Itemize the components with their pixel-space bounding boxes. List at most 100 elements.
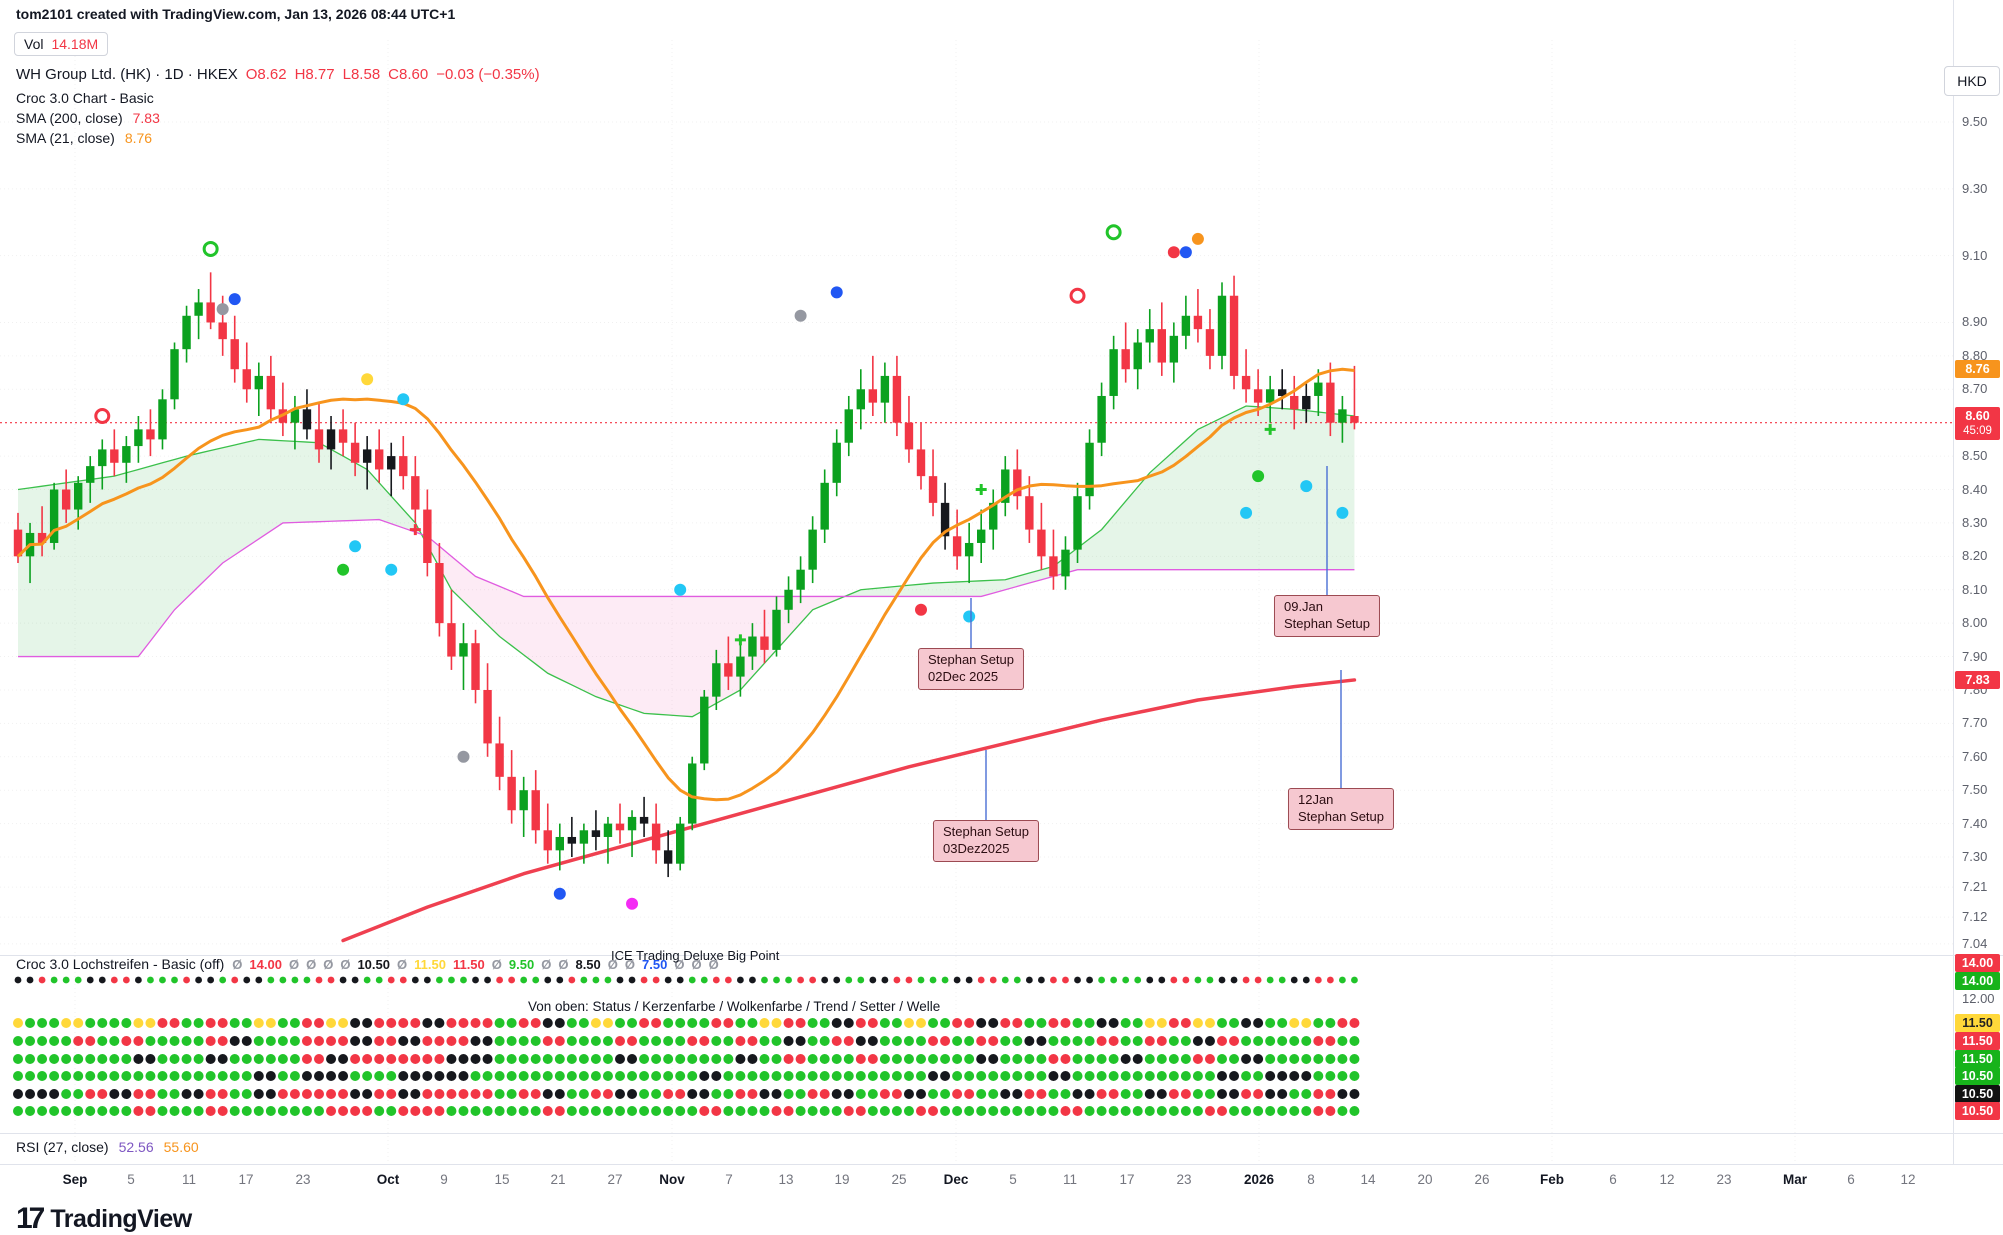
croc-token: Ø: [323, 957, 334, 972]
legend-croc-chart[interactable]: Croc 3.0 Chart - Basic: [16, 90, 154, 106]
time-axis-label: 17: [238, 1172, 254, 1187]
croc-token: Ø: [491, 957, 502, 972]
time-axis-label: Feb: [1539, 1172, 1565, 1187]
annotation-callout[interactable]: 09.Jan Stephan Setup: [1273, 595, 1381, 637]
ohlc-change: −0.03 (−0.35%): [436, 66, 540, 83]
annotation-callout[interactable]: Stephan Setup 02Dec 2025: [917, 648, 1025, 690]
annotation-connectors: [970, 466, 1342, 820]
attribution-text: tom2101 created with TradingView.com, Ja…: [16, 6, 456, 22]
croc-indicator-values: Ø 14.00 Ø Ø Ø Ø 10.50 Ø 11.50 11.50 Ø 9.50 Ø Ø 8.50 Ø Ø 7…: [232, 956, 725, 972]
price-axis-label: 7.04: [1962, 935, 1988, 951]
vol-value: 14.18M: [51, 36, 99, 52]
croc-indicator-title: Croc 3.0 Lochstreifen - Basic (off): [16, 956, 225, 972]
time-axis-label: 9: [440, 1172, 448, 1187]
time-axis-label: Nov: [659, 1172, 685, 1187]
volume-legend[interactable]: Vol 14.18M: [14, 32, 109, 56]
price-badge: 8.76: [1955, 360, 2000, 379]
annotation-callout[interactable]: 12Jan Stephan Setup: [1287, 788, 1395, 830]
price-axis-label: 7.60: [1962, 748, 1988, 764]
ice-indicator-title[interactable]: ICE Trading Deluxe Big Point: [611, 948, 780, 963]
time-axis-label: 7: [725, 1172, 733, 1187]
sma21-label: SMA (21, close): [16, 130, 115, 146]
croc-token: 14.00: [249, 957, 282, 972]
sma200-label: SMA (200, close): [16, 110, 123, 126]
indicator-value-badge: 14.00: [1955, 972, 2000, 991]
pane-separators: [0, 0, 2003, 1165]
croc-token: Ø: [674, 957, 685, 972]
time-axis-label: 14: [1360, 1172, 1376, 1187]
price-axis-label: 7.21: [1962, 879, 1988, 895]
symbol-title: WH Group Ltd. (HK) · 1D · HKEX: [16, 66, 238, 83]
croc-token: Ø: [541, 957, 552, 972]
croc-indicator-legend[interactable]: Croc 3.0 Lochstreifen - Basic (off) Ø 14.…: [16, 956, 726, 972]
indicator-value-badge: 10.50: [1955, 1067, 2000, 1086]
row-legend-text: Von oben: Status / Kerzenfarbe / Wolkenf…: [528, 999, 941, 1014]
croc-token: Ø: [691, 957, 702, 972]
price-axis-label: 8.00: [1962, 615, 1988, 631]
croc-token: Ø: [306, 957, 317, 972]
price-axis-label: 9.50: [1962, 114, 1988, 129]
price-axis-label: 9.10: [1962, 247, 1988, 263]
time-axis-label: Oct: [376, 1172, 400, 1187]
price-axis-label: 7.12: [1962, 909, 1988, 925]
time-axis-label: Dec: [943, 1172, 969, 1187]
ohlc-close: C8.60: [388, 66, 429, 83]
time-axis-label: 19: [834, 1172, 850, 1187]
tradingview-logo[interactable]: 17 TradingView: [16, 1202, 192, 1235]
time-axis-label: 27: [607, 1172, 623, 1187]
price-axis-label: 8.20: [1962, 548, 1988, 564]
croc-token: Ø: [232, 957, 243, 972]
croc-token: Ø: [340, 957, 351, 972]
price-axis-label: 8.90: [1962, 314, 1988, 330]
sma-200-line: [341, 678, 1357, 943]
time-axis-label: 2026: [1243, 1172, 1275, 1187]
croc-token: 7.50: [642, 957, 668, 972]
ohlc-low: L8.58: [342, 66, 381, 83]
time-axis[interactable]: Sep 5 11 17 23 Oct 9 15 21 27 Nov 7 13 19 25 Dec 5 11 17 23…: [0, 1164, 2003, 1198]
price-axis-label: 8.70: [1962, 381, 1988, 397]
time-axis-label: Mar: [1782, 1172, 1808, 1187]
price-badge: 8.60 45:09: [1955, 406, 2000, 440]
time-axis-label: 26: [1474, 1172, 1490, 1187]
legend-sma21[interactable]: SMA (21, close) 8.76: [16, 130, 152, 146]
price-axis-label: 7.70: [1962, 715, 1988, 731]
price-axis-label: 8.10: [1962, 581, 1988, 597]
rsi-title: RSI (27, close): [16, 1139, 109, 1155]
price-axis-label: 7.50: [1962, 782, 1988, 798]
ohlc-high: H8.77: [294, 66, 335, 83]
tradingview-logo-text: TradingView: [50, 1204, 192, 1233]
croc-token: Ø: [397, 957, 408, 972]
tradingview-logo-icon: 17: [16, 1202, 45, 1235]
time-axis-label: 8: [1307, 1172, 1315, 1187]
time-axis-label: 23: [1176, 1172, 1192, 1187]
price-axis-label: 7.90: [1962, 648, 1988, 664]
indicator-value-badge: 14.00: [1955, 954, 2000, 973]
croc-token: Ø: [624, 957, 636, 972]
price-axis-label: 8.40: [1962, 481, 1988, 497]
rsi-value-2: 55.60: [163, 1139, 199, 1155]
indicator-value-badge: 11.50: [1955, 1032, 2000, 1051]
price-axis-label: 8.50: [1962, 448, 1988, 464]
rsi-legend[interactable]: RSI (27, close) 52.56 55.60: [16, 1139, 199, 1155]
price-axis-label: 8.80: [1962, 347, 1988, 363]
punch-card-dots: [13, 976, 1360, 1116]
annotation-callout[interactable]: Stephan Setup 03Dez2025: [932, 820, 1040, 862]
time-axis-label: 25: [891, 1172, 907, 1187]
croc-token: 10.50: [357, 957, 390, 972]
indicator-value-badge: 11.50: [1955, 1050, 2000, 1069]
trend-cloud: [17, 405, 1355, 718]
time-axis-label: 20: [1417, 1172, 1433, 1187]
time-axis-label: 5: [1009, 1172, 1017, 1187]
symbol-legend[interactable]: WH Group Ltd. (HK) · 1D · HKEX O8.62 H8.…: [16, 66, 540, 83]
time-axis-label: 17: [1119, 1172, 1135, 1187]
croc-token: 8.50: [575, 957, 601, 972]
time-axis-label: 23: [295, 1172, 311, 1187]
grid-lines: [0, 40, 1953, 1164]
vol-label: Vol: [24, 36, 44, 52]
time-axis-label: 6: [1847, 1172, 1855, 1187]
legend-sma200[interactable]: SMA (200, close) 7.83: [16, 110, 160, 126]
currency-button[interactable]: HKD: [1944, 66, 2000, 96]
time-axis-label: 15: [494, 1172, 510, 1187]
candles: [13, 272, 1359, 878]
